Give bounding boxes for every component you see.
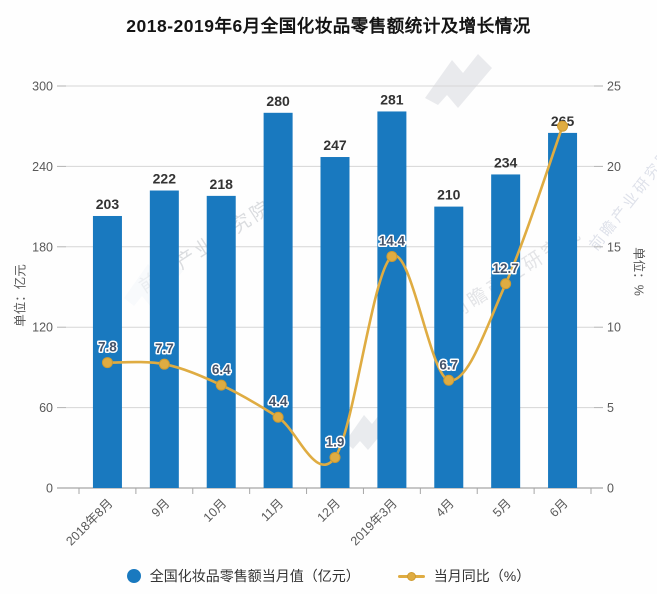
bar: [92, 215, 122, 489]
line-point-marker: [386, 250, 398, 262]
line-point-marker: [158, 358, 170, 370]
category-label: 5月: [490, 496, 514, 520]
bar: [491, 174, 521, 488]
chart-title: 2018-2019年6月全国化妆品零售额统计及增长情况: [126, 16, 531, 36]
category-label: 2019年3月: [348, 496, 400, 548]
left-axis-tick-label: 240: [32, 160, 53, 174]
bar: [377, 111, 407, 489]
line-value-label: 12.7: [493, 261, 519, 276]
left-axis-tick-label: 180: [32, 240, 53, 254]
line-value-label: 6.7: [439, 357, 458, 372]
line-value-label: 7.8: [98, 340, 117, 355]
line-point-marker: [215, 379, 227, 391]
bar: [206, 195, 236, 488]
line-point-marker: [329, 451, 341, 463]
line-point-marker: [500, 278, 512, 290]
right-axis-tick-label: 25: [607, 80, 621, 94]
bar-value-label: 203: [96, 196, 120, 212]
bar-value-label: 281: [380, 91, 404, 107]
bar-series-legend-label: 全国化妆品零售额当月值（亿元）: [149, 568, 360, 584]
category-label: 6月: [547, 496, 571, 520]
right-axis-tick-label: 15: [607, 240, 621, 254]
right-axis-tick-label: 10: [607, 321, 621, 335]
bar-value-label: 222: [153, 171, 177, 187]
left-axis-tick-label: 0: [46, 482, 53, 496]
category-label: 12月: [315, 496, 344, 525]
bar: [548, 132, 578, 488]
line-value-label: 4.4: [269, 394, 288, 409]
line-point-marker: [272, 411, 284, 423]
legend-item-line-series: 当月同比（%）: [397, 566, 531, 586]
left-axis-tick-label: 300: [32, 80, 53, 94]
bar: [434, 206, 464, 488]
line-value-label: 7.7: [155, 341, 174, 356]
line-point-marker: [557, 120, 569, 132]
line-series-path: [107, 125, 564, 466]
line-value-label: 14.4: [379, 233, 406, 248]
bar-value-label: 280: [266, 93, 290, 109]
category-label: 4月: [433, 496, 457, 520]
category-label: 2018年8月: [63, 496, 115, 548]
right-axis-tick-label: 0: [607, 482, 614, 496]
left-axis-tick-label: 60: [39, 401, 53, 415]
left-axis-tick-label: 120: [32, 321, 53, 335]
bar: [263, 112, 293, 489]
bar: [149, 190, 179, 488]
category-label: 10月: [201, 496, 230, 525]
category-label: 9月: [149, 496, 173, 520]
category-label: 11月: [258, 496, 286, 524]
line-point-marker: [101, 357, 113, 369]
line-series-legend-label: 当月同比（%）: [433, 568, 531, 584]
bar-value-label: 234: [494, 154, 518, 170]
line-value-label: 6.4: [212, 362, 231, 377]
right-axis-tick-label: 5: [607, 401, 614, 415]
bar-value-label: 218: [210, 176, 234, 192]
line-series-legend-marker-icon: [397, 569, 425, 583]
line-value-label: 1.9: [326, 434, 345, 449]
bar-series-legend-dot-icon: [126, 569, 141, 583]
legend-item-bar-series: 全国化妆品零售额当月值（亿元）: [126, 566, 360, 586]
bar-value-label: 247: [323, 137, 347, 153]
right-axis-tick-label: 20: [607, 160, 621, 174]
chart-legend: 全国化妆品零售额当月值（亿元） 当月同比（%）: [0, 566, 657, 586]
bar-value-label: 210: [437, 187, 461, 203]
line-point-marker: [443, 374, 455, 386]
